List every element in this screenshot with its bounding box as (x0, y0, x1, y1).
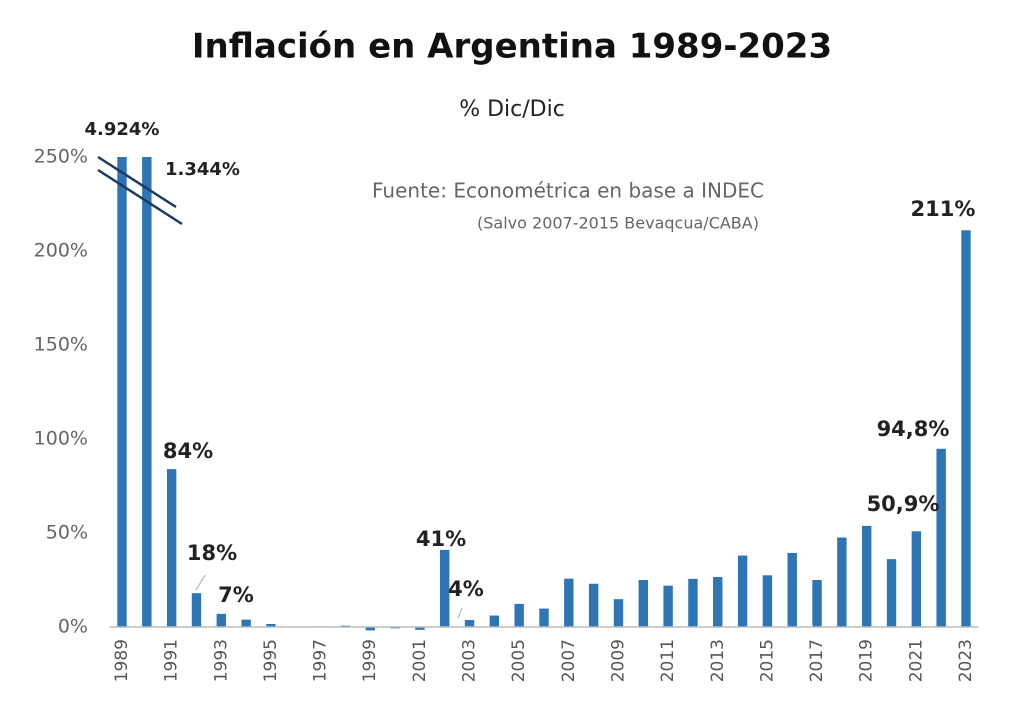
x-tick-label: 2015 (757, 639, 777, 682)
x-tick-label: 1999 (360, 639, 380, 682)
x-tick-label: 1997 (311, 639, 331, 682)
bar (415, 627, 425, 630)
y-tick-label: 50% (46, 522, 88, 544)
x-tick-label: 2009 (608, 639, 628, 682)
x-tick-label: 2019 (857, 639, 877, 682)
y-tick-label: 100% (34, 428, 88, 450)
bar (861, 525, 872, 627)
bar (762, 575, 773, 627)
chart-title: Inflación en Argentina 1989-2023 (192, 27, 832, 67)
source-note: (Salvo 2007-2015 Bevaqcua/CABA) (477, 214, 759, 233)
data-label: 94,8% (877, 417, 950, 441)
x-tick-label: 1995 (261, 639, 281, 682)
source: Fuente: Econométrica en base a INDEC (372, 179, 764, 203)
bar (216, 613, 227, 627)
leader-line (457, 607, 463, 619)
bar (936, 448, 946, 627)
break-mark (97, 155, 177, 209)
bar (440, 549, 450, 627)
data-label: 4.924% (85, 119, 160, 140)
bar (638, 580, 648, 627)
bar (713, 576, 723, 627)
data-label: 7% (218, 583, 254, 607)
chart-subtitle: % Dic/Dic (459, 97, 565, 122)
bar (564, 578, 574, 627)
x-tick-label: 2011 (658, 639, 678, 682)
x-tick-label: 1991 (162, 639, 182, 682)
bars (117, 157, 971, 631)
bar (787, 552, 797, 627)
x-tick-label: 2007 (559, 639, 579, 682)
x-tick-label: 1989 (112, 639, 132, 682)
x-tick-label: 2023 (956, 639, 976, 682)
bar (117, 157, 127, 627)
x-tick-label: 2021 (906, 639, 926, 682)
bar (961, 230, 971, 627)
x-tick-label: 2005 (509, 639, 529, 682)
x-tick-label: 2003 (460, 639, 480, 682)
data-label: 84% (163, 439, 213, 463)
bar (613, 599, 624, 627)
bar (166, 469, 177, 627)
x-tick-label: 2001 (410, 639, 430, 682)
data-label: 1.344% (165, 159, 240, 180)
bar (489, 615, 500, 627)
break-mark (97, 168, 183, 226)
bar (737, 555, 748, 627)
y-tick-label: 150% (34, 334, 88, 356)
leader-line (195, 574, 206, 591)
bar (663, 585, 673, 627)
bar (365, 627, 375, 631)
data-label: 4% (448, 577, 484, 601)
bar (837, 537, 847, 627)
x-tick-label: 1993 (211, 639, 231, 682)
bar (142, 157, 152, 627)
bar (812, 580, 822, 627)
bar (464, 620, 475, 627)
x-tick-label: 2017 (807, 639, 827, 682)
bar (191, 593, 202, 627)
bar (266, 623, 276, 627)
y-tick-label: 0% (58, 616, 88, 638)
data-label: 18% (187, 541, 237, 565)
bar (886, 559, 897, 627)
bar (514, 603, 524, 627)
bar (588, 583, 599, 627)
data-label: 41% (416, 527, 466, 551)
y-tick-label: 250% (34, 146, 88, 168)
data-label: 211% (911, 197, 976, 221)
data-label: 50,9% (867, 492, 940, 516)
x-tick-label: 2013 (708, 639, 728, 682)
bar (539, 608, 549, 627)
bar (911, 531, 922, 627)
bar (241, 619, 251, 627)
y-tick-label: 200% (34, 240, 88, 262)
bar (688, 578, 698, 627)
